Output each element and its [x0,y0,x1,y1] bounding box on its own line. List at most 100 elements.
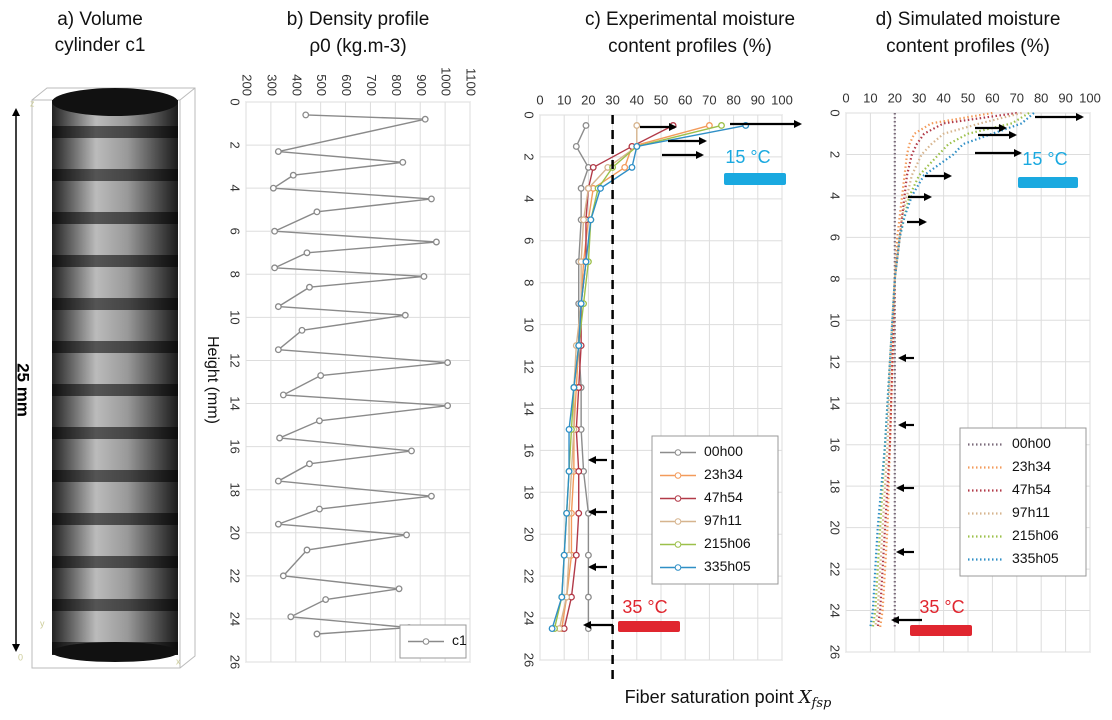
y-tick-label: 22 [228,569,243,583]
x-tick-label: 30 [605,92,619,107]
x-tick-label: 40 [936,90,950,105]
y-tick-label: 22 [828,562,843,576]
y-tick-label: 12 [228,353,243,367]
point [584,593,592,601]
x-tick-label: 800 [389,74,404,96]
axis-letter: 0 [18,652,23,662]
point [317,372,325,379]
point [633,122,641,129]
x-tick-label: 60 [678,92,692,107]
x-tick-label: 600 [339,74,354,96]
y-tick-label: 6 [228,228,243,235]
point [274,346,282,354]
chart-title: b) Density profile [287,9,430,30]
x-tick-label: 700 [364,74,379,96]
point [633,142,641,150]
y-tick-label: 10 [522,317,537,331]
legend-marker [674,449,682,456]
point [322,596,330,603]
point [315,505,323,513]
y-tick-label: 22 [522,569,537,583]
legend-label: 00h00 [1012,435,1051,451]
y-tick-label: 14 [828,396,843,410]
y-tick-label: 0 [228,98,243,105]
point [303,249,311,257]
point [427,195,435,203]
y-tick-label: 14 [228,396,243,410]
x-tick-label: 60 [985,90,999,105]
y-tick-label: 8 [228,271,243,278]
fsp-symbol: X [797,687,813,708]
y-tick-label: 10 [228,310,243,324]
point [274,303,282,311]
legend-label: 23h34 [1012,458,1051,474]
legend-label: 97h11 [1012,504,1050,520]
point [589,163,597,171]
temperature-bar [910,625,972,636]
point [279,391,287,399]
point [580,216,588,224]
x-tick-label: 500 [314,74,329,96]
legend-label: 97h11 [704,512,742,528]
x-tick-label: 200 [240,74,255,96]
point [420,273,428,280]
legend-box [651,435,779,585]
point [572,142,580,150]
point [298,326,306,334]
chart-title: content profiles (%) [608,36,772,57]
annotation: 15 °C [725,147,770,167]
y-axis-label: Height (mm) [204,336,221,424]
y-tick-label: 18 [828,479,843,493]
point [432,238,440,246]
point [718,122,725,129]
legend-marker [674,495,682,502]
y-tick-label: 10 [828,313,843,327]
point [403,531,410,539]
temperature-bar [724,173,786,185]
legend-label: 215h06 [704,535,751,551]
point [289,171,297,179]
point [315,417,323,425]
x-tick-label: 400 [289,74,304,96]
x-tick-label: 80 [726,92,740,107]
fsp-text: Fiber saturation point [625,687,794,707]
y-tick-label: 16 [828,437,843,451]
point [575,342,583,350]
y-tick-label: 6 [522,237,537,244]
x-tick-label: 0 [536,92,543,107]
legend-label: 47h54 [704,489,743,505]
x-tick-label: 40 [630,92,644,107]
point [582,122,590,129]
point [582,258,590,266]
point [444,402,452,410]
fsp-label: Fiber saturation point Xfsp [625,687,832,711]
point [274,148,282,155]
legend-label: 23h34 [704,466,743,482]
point [276,434,284,442]
legend-label: 215h06 [1012,527,1059,543]
point [399,158,407,166]
y-tick-label: 24 [828,603,843,617]
annotation: 15 °C [1022,149,1067,169]
point [597,184,604,192]
y-tick-label: 16 [228,439,243,453]
axis-letter: y [40,618,45,628]
y-tick-label: 0 [828,109,843,116]
x-tick-label: 30 [912,90,926,105]
x-tick-label: 1000 [439,67,454,96]
panel: b) Density profile ρ0 (kg.m-3) Height (mm)… [204,9,479,669]
point [584,184,592,192]
y-tick-label: 26 [828,645,843,659]
y-tick-label: 8 [522,279,537,286]
chart-title: d) Simulated moisture [876,9,1061,30]
point [570,384,578,391]
y-tick-label: 18 [228,482,243,496]
legend-marker [422,638,430,645]
x-tick-label: 20 [581,92,595,107]
y-tick-label: 26 [228,655,243,669]
point [302,111,310,119]
legend-label: c1 [452,632,467,648]
legend-label: 47h54 [1012,481,1051,497]
point [565,467,573,475]
y-tick-label: 16 [522,443,537,457]
